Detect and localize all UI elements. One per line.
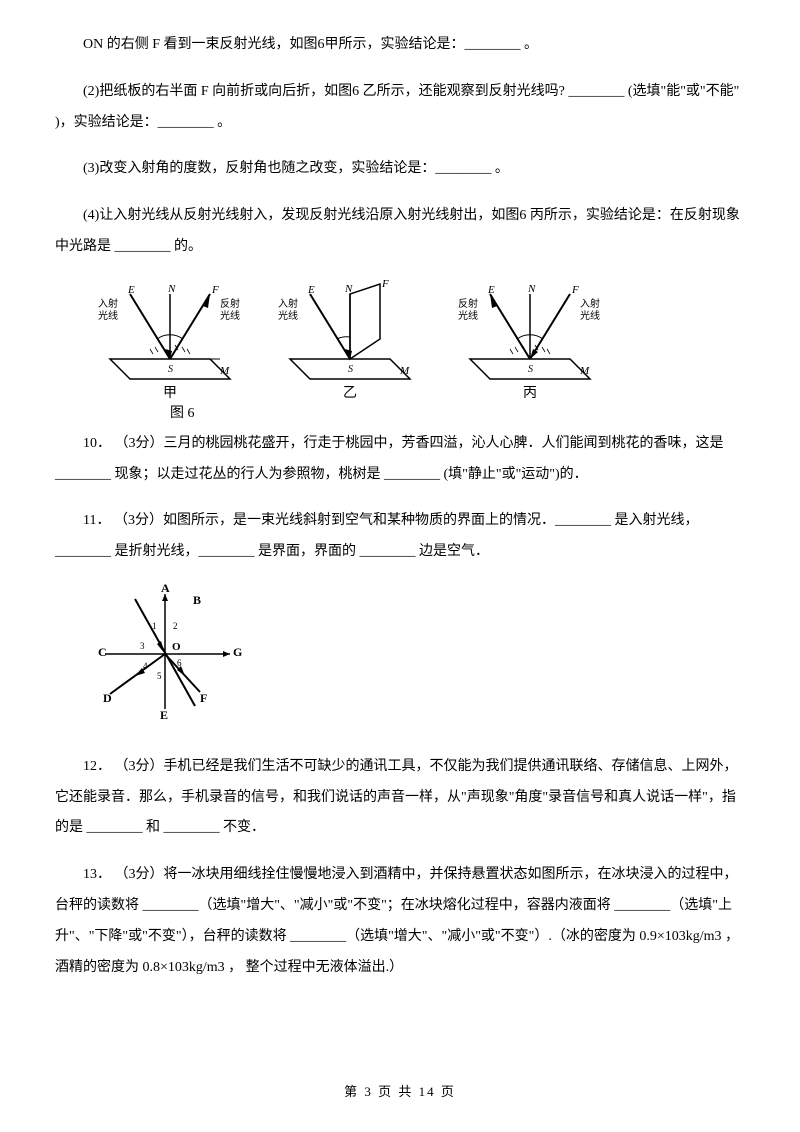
svg-text:光线: 光线 (98, 309, 118, 322)
page-footer: 第 3 页 共 14 页 (0, 1078, 800, 1107)
paragraph-3: (3)改变入射角的度数，反射角也随之改变，实验结论是：________ 。 (55, 154, 745, 185)
fig-bing: E N F S M 入射 光线 反射 光线 丙 (458, 283, 600, 401)
svg-text:乙: 乙 (343, 385, 357, 401)
paragraph-2: (2)把纸板的右半面 F 向前折或向后折，如图6 乙所示，还能观察到反射光线吗?… (55, 77, 745, 139)
svg-text:4: 4 (143, 661, 148, 671)
svg-text:E: E (487, 284, 495, 296)
refraction-svg: A B C D E F G O 1 2 3 4 5 6 (95, 584, 245, 724)
svg-text:F: F (211, 284, 219, 296)
svg-text:G: G (233, 645, 242, 659)
svg-text:F: F (571, 284, 579, 296)
svg-text:2: 2 (173, 621, 178, 631)
svg-text:入射: 入射 (98, 298, 118, 310)
svg-text:丙: 丙 (523, 386, 537, 401)
refraction-diagram: A B C D E F G O 1 2 3 4 5 6 (95, 584, 745, 737)
svg-text:S: S (528, 364, 533, 375)
svg-text:N: N (344, 283, 353, 295)
question-10: 10． （3分）三月的桃园桃花盛开，行走于桃园中，芳香四溢，沁人心脾．人们能闻到… (55, 429, 745, 491)
svg-text:M: M (579, 365, 590, 377)
paragraph-1: ON 的右侧 F 看到一束反射光线，如图6甲所示，实验结论是：________ … (55, 30, 745, 61)
question-12: 12． （3分）手机已经是我们生活不可缺少的通讯工具，不仅能为我们提供通讯联络、… (55, 752, 745, 844)
svg-text:6: 6 (177, 658, 182, 668)
svg-text:3: 3 (140, 641, 145, 651)
svg-text:M: M (219, 365, 230, 377)
question-13: 13． （3分）将一冰块用细线拴住慢慢地浸入到酒精中，并保持悬置状态如图所示，在… (55, 860, 745, 983)
figure-6-svg: E N F S M 入射 光线 反射 光线 甲 E N F S M 入射 光线 … (95, 279, 615, 419)
svg-text:S: S (348, 364, 353, 375)
paragraph-4: (4)让入射光线从反射光线射入，发现反射光线沿原入射光线射出，如图6 丙所示，实… (55, 201, 745, 263)
svg-text:F: F (381, 279, 389, 290)
fig-jia: E N F S M 入射 光线 反射 光线 甲 (98, 283, 240, 401)
svg-text:E: E (307, 284, 315, 296)
svg-text:反射: 反射 (458, 298, 478, 310)
svg-text:1: 1 (152, 621, 157, 631)
svg-text:N: N (527, 283, 536, 295)
svg-text:M: M (399, 365, 410, 377)
svg-text:光线: 光线 (458, 309, 478, 322)
svg-text:E: E (160, 708, 168, 722)
fig-yi: E N F S M 入射 光线 乙 (278, 279, 410, 401)
figure-6: E N F S M 入射 光线 反射 光线 甲 E N F S M 入射 光线 … (95, 279, 745, 419)
svg-text:E: E (127, 284, 135, 296)
question-11: 11． （3分）如图所示，是一束光线斜射到空气和某种物质的界面上的情况．____… (55, 506, 745, 568)
svg-text:甲: 甲 (163, 386, 177, 401)
svg-text:光线: 光线 (580, 309, 600, 322)
svg-text:O: O (172, 641, 181, 653)
svg-text:N: N (167, 283, 176, 295)
svg-text:入射: 入射 (580, 298, 600, 310)
svg-text:光线: 光线 (220, 309, 240, 322)
svg-text:F: F (200, 691, 207, 705)
svg-text:入射: 入射 (278, 298, 298, 310)
svg-text:图 6: 图 6 (170, 406, 195, 419)
svg-text:5: 5 (157, 671, 162, 681)
svg-text:反射: 反射 (220, 298, 240, 310)
svg-text:D: D (103, 691, 112, 705)
svg-text:B: B (193, 593, 201, 607)
svg-text:A: A (161, 584, 170, 595)
svg-text:S: S (168, 364, 173, 375)
svg-text:C: C (98, 645, 107, 659)
svg-text:光线: 光线 (278, 309, 298, 322)
